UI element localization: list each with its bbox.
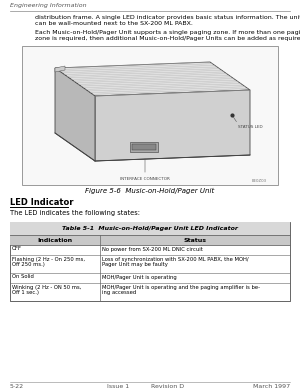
Text: Figure 5-6  Music-on-Hold/Pager Unit: Figure 5-6 Music-on-Hold/Pager Unit bbox=[85, 188, 214, 194]
Text: Winking (2 Hz - ON 50 ms,
Off 1 sec.): Winking (2 Hz - ON 50 ms, Off 1 sec.) bbox=[12, 284, 81, 295]
Bar bbox=[130, 142, 158, 152]
Text: Table 5-1  Music-on-Hold/Pager Unit LED Indicator: Table 5-1 Music-on-Hold/Pager Unit LED I… bbox=[62, 226, 238, 231]
Text: Each Music-on-Hold/Pager Unit supports a single paging zone. If more than one pa: Each Music-on-Hold/Pager Unit supports a… bbox=[35, 30, 300, 41]
Bar bbox=[132, 144, 156, 150]
Text: LED Indicator: LED Indicator bbox=[10, 198, 74, 207]
Bar bbox=[10, 235, 290, 245]
Polygon shape bbox=[95, 90, 250, 161]
Text: Status: Status bbox=[184, 238, 206, 243]
Polygon shape bbox=[55, 68, 95, 161]
Bar bbox=[10, 222, 290, 301]
Text: Flashing (2 Hz - On 250 ms,
Off 250 ms.): Flashing (2 Hz - On 250 ms, Off 250 ms.) bbox=[12, 257, 85, 267]
Text: EE0Z03: EE0Z03 bbox=[252, 179, 267, 183]
Text: On Solid: On Solid bbox=[12, 275, 34, 280]
Polygon shape bbox=[55, 66, 65, 72]
Text: MOH/Pager Unit is operating and the paging amplifier is be-
ing accessed: MOH/Pager Unit is operating and the pagi… bbox=[102, 284, 260, 295]
Text: March 1997: March 1997 bbox=[253, 384, 290, 389]
Text: distribution frame. A single LED indicator provides basic status information. Th: distribution frame. A single LED indicat… bbox=[35, 15, 300, 26]
Text: STATUS LED: STATUS LED bbox=[238, 125, 262, 129]
Text: The LED indicates the following states:: The LED indicates the following states: bbox=[10, 210, 140, 216]
Text: Issue 1: Issue 1 bbox=[107, 384, 129, 389]
Text: Indication: Indication bbox=[38, 238, 73, 243]
Text: INTERFACE CONNECTOR: INTERFACE CONNECTOR bbox=[120, 177, 170, 181]
Text: No power from SX-200 ML DNIC circuit: No power from SX-200 ML DNIC circuit bbox=[102, 246, 203, 252]
Bar bbox=[10, 222, 290, 235]
Text: Loss of synchronization with SX-200 ML PABX, the MOH/
Pager Unit may be faulty: Loss of synchronization with SX-200 ML P… bbox=[102, 257, 249, 267]
Text: Revision D: Revision D bbox=[152, 384, 184, 389]
Polygon shape bbox=[55, 62, 250, 96]
Text: OFF: OFF bbox=[12, 246, 22, 252]
Text: MOH/Pager Unit is operating: MOH/Pager Unit is operating bbox=[102, 275, 177, 280]
Bar bbox=[22, 46, 278, 185]
Text: Engineering Information: Engineering Information bbox=[10, 3, 87, 8]
Polygon shape bbox=[60, 127, 250, 161]
Text: 5-22: 5-22 bbox=[10, 384, 24, 389]
